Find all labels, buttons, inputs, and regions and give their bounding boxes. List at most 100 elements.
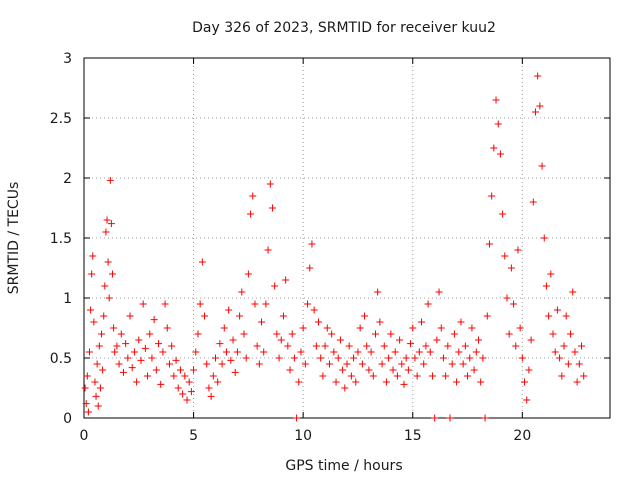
data-point bbox=[244, 270, 252, 278]
data-point bbox=[222, 348, 230, 356]
data-point bbox=[325, 360, 333, 368]
data-point bbox=[468, 324, 476, 332]
data-point bbox=[492, 96, 500, 104]
data-point bbox=[475, 336, 482, 344]
data-point bbox=[361, 312, 369, 320]
y-tick-label: 2.5 bbox=[50, 111, 72, 127]
data-point bbox=[431, 414, 439, 422]
data-point bbox=[523, 396, 531, 404]
data-point bbox=[485, 240, 493, 248]
data-point bbox=[194, 330, 202, 338]
data-point bbox=[472, 348, 480, 356]
data-point bbox=[321, 342, 329, 350]
data-point bbox=[152, 366, 160, 374]
data-point bbox=[308, 240, 316, 248]
data-point bbox=[418, 318, 426, 326]
x-axis-label: GPS time / hours bbox=[285, 458, 402, 474]
data-point bbox=[192, 348, 200, 356]
data-point bbox=[393, 372, 401, 380]
data-point bbox=[284, 342, 292, 350]
data-point bbox=[479, 354, 487, 362]
data-point bbox=[499, 210, 507, 218]
data-point bbox=[251, 300, 259, 308]
chart-title: Day 326 of 2023, SRMTID for receiver kuu… bbox=[192, 20, 496, 36]
data-point bbox=[174, 384, 182, 392]
data-point bbox=[155, 340, 163, 348]
x-tick-label: 10 bbox=[294, 428, 312, 444]
data-point bbox=[433, 336, 441, 344]
data-point bbox=[439, 354, 447, 362]
data-point bbox=[424, 300, 432, 308]
x-tick-label: 20 bbox=[513, 428, 531, 444]
data-point bbox=[299, 324, 307, 332]
data-point bbox=[350, 354, 358, 362]
data-point bbox=[336, 336, 344, 344]
y-tick-label: 3 bbox=[63, 51, 72, 67]
data-point bbox=[103, 216, 111, 224]
data-point bbox=[501, 252, 509, 260]
data-point bbox=[85, 348, 93, 356]
data-point bbox=[536, 102, 544, 110]
data-point bbox=[466, 354, 474, 362]
data-point bbox=[306, 264, 314, 272]
data-point bbox=[139, 300, 147, 308]
data-point bbox=[521, 378, 529, 386]
data-point bbox=[146, 330, 154, 338]
data-point bbox=[358, 360, 366, 368]
data-point bbox=[201, 312, 209, 320]
data-point bbox=[516, 324, 524, 332]
data-point bbox=[564, 360, 572, 368]
data-point bbox=[391, 348, 399, 356]
data-point bbox=[233, 348, 241, 356]
y-tick-label: 0.5 bbox=[50, 351, 72, 367]
data-point bbox=[573, 378, 581, 386]
data-point bbox=[490, 144, 498, 152]
data-point bbox=[133, 378, 141, 386]
data-point bbox=[413, 372, 421, 380]
data-point bbox=[82, 400, 90, 408]
data-point bbox=[260, 348, 268, 356]
data-point bbox=[315, 318, 323, 326]
data-point bbox=[110, 324, 118, 332]
data-point bbox=[496, 150, 504, 158]
data-point bbox=[144, 372, 152, 380]
data-point bbox=[422, 342, 430, 350]
data-point bbox=[435, 288, 443, 296]
data-point bbox=[89, 252, 97, 260]
x-tick-label: 15 bbox=[404, 428, 422, 444]
data-point bbox=[540, 234, 548, 242]
data-point bbox=[176, 366, 184, 374]
data-point bbox=[369, 372, 377, 380]
data-point bbox=[551, 348, 559, 356]
data-point bbox=[567, 330, 575, 338]
data-point bbox=[111, 348, 119, 356]
data-point bbox=[279, 312, 287, 320]
data-point bbox=[558, 372, 566, 380]
data-point bbox=[382, 378, 390, 386]
data-point bbox=[128, 364, 136, 372]
data-point bbox=[450, 330, 458, 338]
data-point bbox=[87, 306, 95, 314]
data-point bbox=[275, 354, 283, 362]
x-tick-label: 0 bbox=[80, 428, 89, 444]
data-point bbox=[371, 330, 379, 338]
data-point bbox=[117, 330, 125, 338]
data-point bbox=[88, 270, 96, 278]
data-point bbox=[181, 372, 189, 380]
data-point bbox=[185, 378, 193, 386]
data-point bbox=[396, 336, 404, 344]
data-point bbox=[268, 204, 276, 212]
data-point bbox=[297, 348, 305, 356]
data-point bbox=[402, 354, 410, 362]
data-point bbox=[290, 354, 298, 362]
data-point bbox=[115, 360, 123, 368]
data-point bbox=[578, 342, 586, 350]
data-point bbox=[122, 340, 130, 348]
data-point bbox=[448, 360, 456, 368]
data-point bbox=[137, 356, 145, 364]
data-point bbox=[409, 324, 417, 332]
x-tick-labels: 0 5 10 15 20 bbox=[80, 428, 532, 444]
y-tick-label: 1.5 bbox=[50, 231, 72, 247]
data-point bbox=[196, 300, 204, 308]
